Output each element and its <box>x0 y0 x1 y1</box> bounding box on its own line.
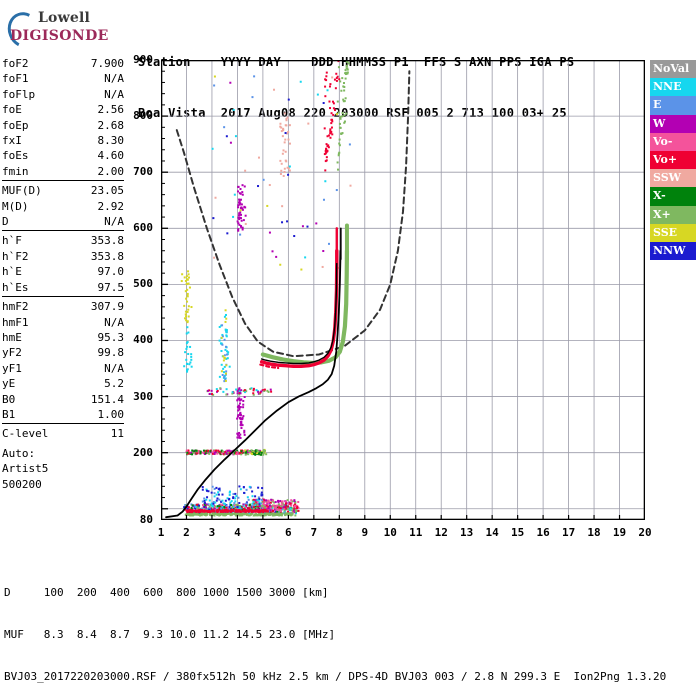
legend-item-w[interactable]: W <box>650 115 696 133</box>
y-axis-tick-label: 600 <box>119 221 153 234</box>
y-axis-tick-label: 800 <box>119 109 153 122</box>
legend-item-vo[interactable]: Vo- <box>650 133 696 151</box>
ionogram-canvas <box>161 60 645 520</box>
x-axis-tick-label: 13 <box>454 526 480 539</box>
y-axis-tick-label: 200 <box>119 446 153 459</box>
x-axis-tick-label: 15 <box>505 526 531 539</box>
x-axis-tick-label: 10 <box>377 526 403 539</box>
ionogram-footer: D 100 200 400 600 800 1000 1500 3000 [km… <box>4 558 666 698</box>
x-axis-tick-label: 20 <box>632 526 658 539</box>
f-layer-o-trace <box>262 251 337 367</box>
x-axis-tick-label: 4 <box>224 526 250 539</box>
legend-item-x[interactable]: X+ <box>650 206 696 224</box>
x-axis-tick-label: 18 <box>581 526 607 539</box>
x-axis-tick-label: 2 <box>173 526 199 539</box>
x-axis-tick-label: 16 <box>530 526 556 539</box>
x-axis-tick-label: 8 <box>326 526 352 539</box>
x-axis-tick-label: 12 <box>428 526 454 539</box>
legend-item-noval[interactable]: NoVal <box>650 60 696 78</box>
x-axis-tick-label: 1 <box>148 526 174 539</box>
x-axis-tick-label: 6 <box>275 526 301 539</box>
legend-item-sse[interactable]: SSE <box>650 224 696 242</box>
x-axis-tick-label: 19 <box>607 526 633 539</box>
footer-distance-row: D 100 200 400 600 800 1000 1500 3000 [km… <box>4 586 666 600</box>
x-axis-tick-label: 5 <box>250 526 276 539</box>
y-axis-tick-label: 700 <box>119 165 153 178</box>
footer-muf-row: MUF 8.3 8.4 8.7 9.3 10.0 11.2 14.5 23.0 … <box>4 628 666 642</box>
x-axis-tick-label: 17 <box>556 526 582 539</box>
y-axis-tick-label: 300 <box>119 390 153 403</box>
legend-item-nne[interactable]: NNE <box>650 78 696 96</box>
x-axis-tick-label: 7 <box>301 526 327 539</box>
y-axis-tick-label: 400 <box>119 333 153 346</box>
legend-item-ssw[interactable]: SSW <box>650 169 696 187</box>
y-axis-tick-label: 900 <box>119 53 153 66</box>
y-axis-tick-label: 80 <box>119 513 153 526</box>
legend-item-e[interactable]: E <box>650 96 696 114</box>
f-layer-autoscale-overlay <box>262 248 337 364</box>
legend-item-x[interactable]: X- <box>650 187 696 205</box>
x-axis-tick-label: 14 <box>479 526 505 539</box>
y-axis-tick-label: 500 <box>119 277 153 290</box>
electron-density-profile <box>166 251 341 517</box>
x-axis-tick-label: 11 <box>403 526 429 539</box>
plot-data <box>166 60 409 517</box>
legend-item-vo[interactable]: Vo+ <box>650 151 696 169</box>
legend-item-nnw[interactable]: NNW <box>650 242 696 260</box>
x-axis-tick-label: 9 <box>352 526 378 539</box>
x-axis-tick-label: 3 <box>199 526 225 539</box>
footer-file-row: BVJ03_2017220203000.RSF / 380fx512h 50 k… <box>4 670 666 684</box>
